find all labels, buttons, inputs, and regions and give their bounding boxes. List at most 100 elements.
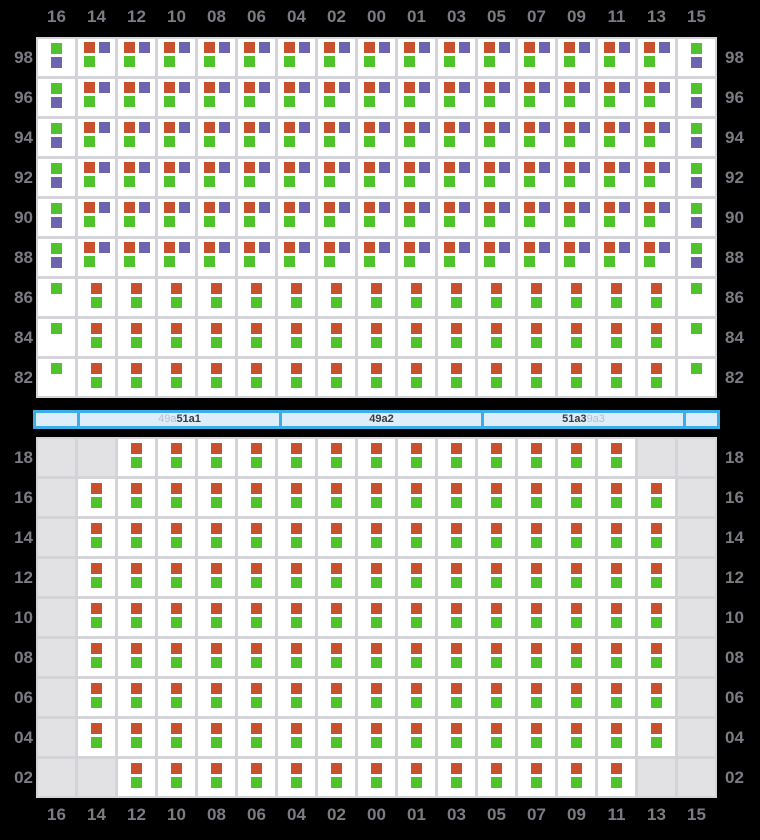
grid-cell[interactable]	[38, 159, 75, 196]
grid-cell[interactable]	[438, 639, 475, 676]
grid-cell[interactable]	[118, 519, 155, 556]
grid-cell[interactable]	[198, 639, 235, 676]
grid-cell[interactable]	[158, 559, 195, 596]
grid-cell[interactable]	[278, 679, 315, 716]
grid-cell[interactable]	[318, 679, 355, 716]
grid-cell[interactable]	[558, 439, 595, 476]
grid-cell[interactable]	[158, 519, 195, 556]
grid-cell[interactable]	[78, 239, 115, 276]
grid-cell[interactable]	[238, 439, 275, 476]
grid-cell[interactable]	[638, 199, 675, 236]
grid-cell[interactable]	[398, 159, 435, 196]
grid-cell[interactable]	[198, 319, 235, 356]
grid-cell[interactable]	[558, 79, 595, 116]
grid-cell[interactable]	[158, 119, 195, 156]
grid-cell[interactable]	[278, 319, 315, 356]
grid-cell[interactable]	[598, 279, 635, 316]
grid-cell[interactable]	[518, 679, 555, 716]
grid-cell[interactable]	[558, 759, 595, 796]
grid-cell[interactable]	[358, 479, 395, 516]
grid-cell[interactable]	[358, 439, 395, 476]
grid-cell[interactable]	[358, 599, 395, 636]
grid-cell[interactable]	[518, 239, 555, 276]
grid-cell[interactable]	[318, 119, 355, 156]
grid-cell[interactable]	[678, 359, 715, 396]
grid-cell[interactable]	[438, 479, 475, 516]
scrollbar-segment[interactable]	[36, 413, 77, 426]
grid-cell[interactable]	[478, 519, 515, 556]
grid-cell[interactable]	[558, 599, 595, 636]
grid-cell[interactable]	[278, 199, 315, 236]
grid-cell[interactable]	[158, 439, 195, 476]
grid-cell[interactable]	[118, 479, 155, 516]
grid-cell[interactable]	[198, 239, 235, 276]
grid-cell[interactable]	[238, 359, 275, 396]
grid-cell[interactable]	[558, 479, 595, 516]
grid-cell[interactable]	[518, 319, 555, 356]
grid-cell[interactable]	[158, 279, 195, 316]
grid-cell[interactable]	[198, 759, 235, 796]
grid-cell[interactable]	[438, 599, 475, 636]
grid-cell[interactable]	[558, 159, 595, 196]
grid-cell[interactable]	[358, 639, 395, 676]
grid-cell[interactable]	[158, 599, 195, 636]
grid-cell[interactable]	[438, 39, 475, 76]
grid-cell[interactable]	[318, 479, 355, 516]
grid-cell[interactable]	[478, 79, 515, 116]
grid-cell[interactable]	[478, 159, 515, 196]
grid-cell[interactable]	[238, 679, 275, 716]
grid-cell[interactable]	[238, 719, 275, 756]
grid-cell[interactable]	[238, 599, 275, 636]
grid-cell[interactable]	[398, 39, 435, 76]
grid-cell[interactable]	[38, 319, 75, 356]
grid-cell[interactable]	[678, 319, 715, 356]
grid-cell[interactable]	[38, 239, 75, 276]
grid-cell[interactable]	[598, 599, 635, 636]
grid-cell[interactable]	[198, 359, 235, 396]
grid-cell[interactable]	[478, 599, 515, 636]
grid-cell[interactable]	[438, 79, 475, 116]
grid-cell[interactable]	[518, 599, 555, 636]
grid-cell[interactable]	[318, 79, 355, 116]
grid-cell[interactable]	[398, 719, 435, 756]
grid-cell[interactable]	[318, 279, 355, 316]
grid-cell[interactable]	[318, 239, 355, 276]
grid-cell[interactable]	[518, 759, 555, 796]
grid-cell[interactable]	[158, 759, 195, 796]
grid-cell[interactable]	[318, 319, 355, 356]
grid-cell[interactable]	[318, 519, 355, 556]
grid-cell[interactable]	[278, 159, 315, 196]
grid-cell[interactable]	[438, 759, 475, 796]
grid-cell[interactable]	[198, 559, 235, 596]
grid-cell[interactable]	[598, 559, 635, 596]
grid-cell[interactable]	[78, 119, 115, 156]
grid-cell[interactable]	[518, 199, 555, 236]
grid-cell[interactable]	[38, 39, 75, 76]
grid-cell[interactable]	[38, 79, 75, 116]
grid-cell[interactable]	[598, 479, 635, 516]
grid-cell[interactable]	[358, 79, 395, 116]
grid-cell[interactable]	[278, 359, 315, 396]
grid-cell[interactable]	[358, 759, 395, 796]
grid-cell[interactable]	[278, 279, 315, 316]
grid-cell[interactable]	[38, 119, 75, 156]
grid-cell[interactable]	[478, 759, 515, 796]
grid-cell[interactable]	[238, 199, 275, 236]
grid-cell[interactable]	[358, 319, 395, 356]
grid-cell[interactable]	[358, 199, 395, 236]
grid-cell[interactable]	[238, 39, 275, 76]
grid-cell[interactable]	[158, 679, 195, 716]
grid-cell[interactable]	[118, 679, 155, 716]
grid-cell[interactable]	[158, 199, 195, 236]
grid-cell[interactable]	[78, 559, 115, 596]
grid-cell[interactable]	[278, 239, 315, 276]
grid-cell[interactable]	[558, 39, 595, 76]
grid-cell[interactable]	[638, 319, 675, 356]
grid-cell[interactable]	[118, 439, 155, 476]
grid-cell[interactable]	[478, 479, 515, 516]
grid-cell[interactable]	[38, 199, 75, 236]
grid-cell[interactable]	[38, 279, 75, 316]
grid-cell[interactable]	[118, 239, 155, 276]
grid-cell[interactable]	[158, 79, 195, 116]
grid-cell[interactable]	[558, 199, 595, 236]
